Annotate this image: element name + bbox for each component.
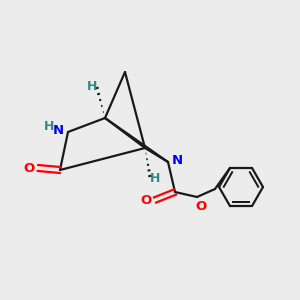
Text: O: O <box>140 194 152 208</box>
Text: N: N <box>52 124 64 136</box>
Text: H: H <box>44 119 54 133</box>
Text: O: O <box>195 200 207 212</box>
Text: N: N <box>171 154 183 166</box>
Text: O: O <box>23 161 34 175</box>
Text: H: H <box>150 172 160 184</box>
Text: H: H <box>87 80 97 92</box>
